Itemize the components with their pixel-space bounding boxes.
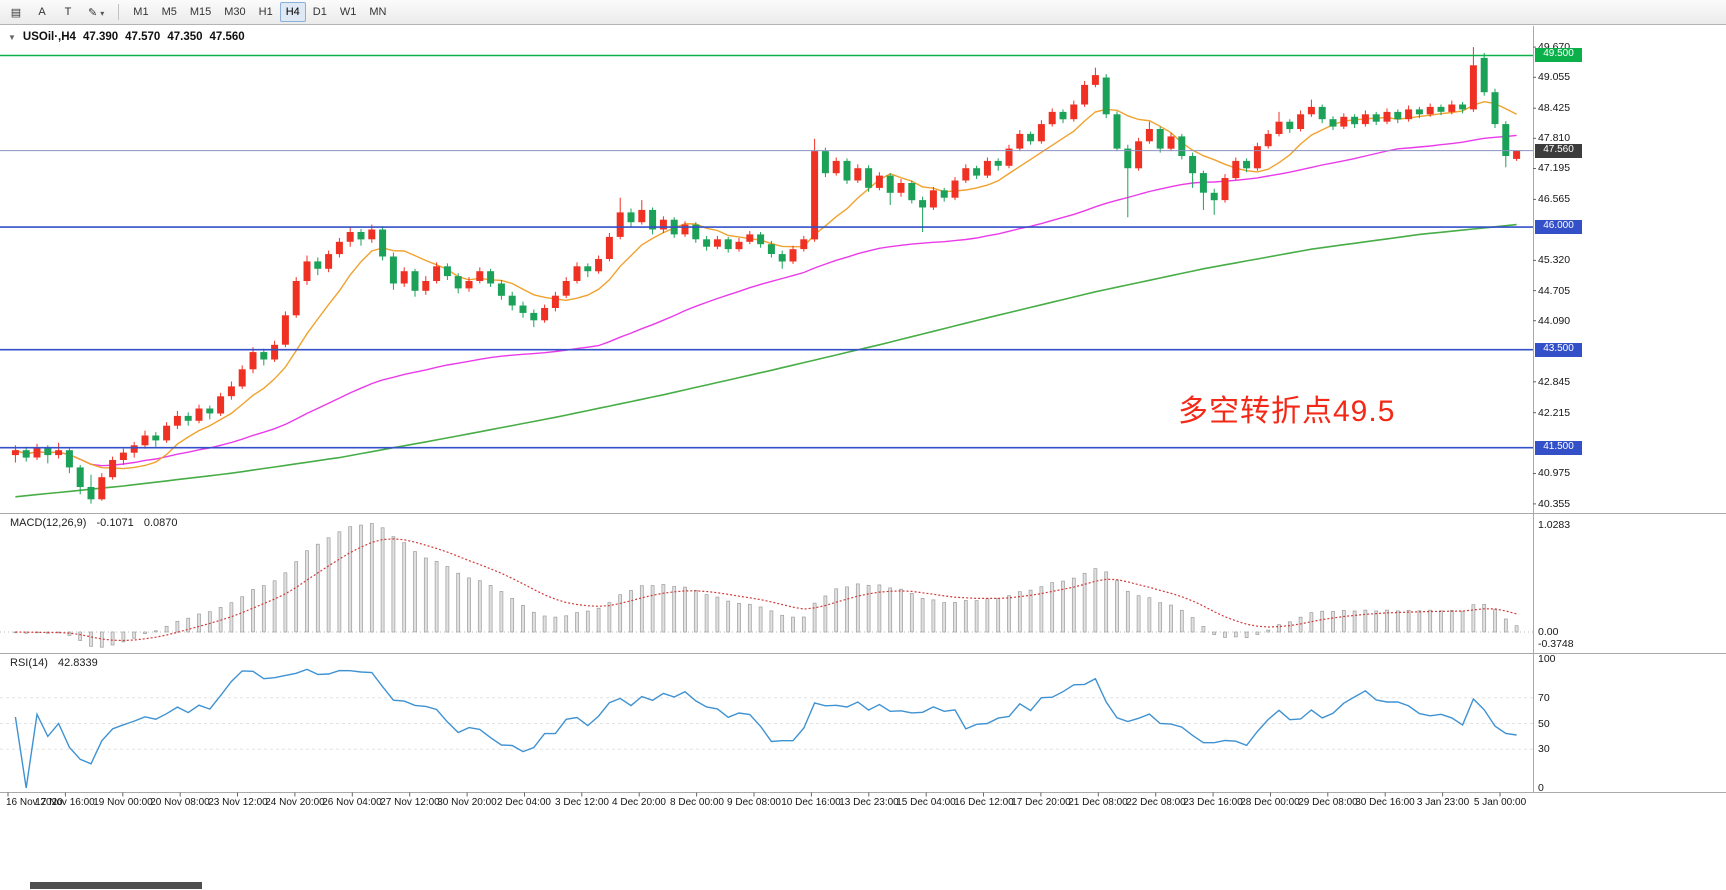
price-axis-tick: 40.355 (1538, 498, 1571, 510)
macd-scale-zero: 0.00 (1538, 626, 1559, 638)
pencil-icon: ✎ (88, 6, 98, 19)
time-axis-label: 15 Dec 04:00 (896, 797, 956, 808)
symbol-timeframe-label: USOil·,H4 (22, 31, 76, 43)
price-axis-tick: 47.195 (1538, 162, 1571, 174)
time-axis-label: 13 Dec 23:00 (839, 797, 899, 808)
time-axis-label: 2 Dec 04:00 (497, 797, 551, 808)
price-axis-tick: 44.090 (1538, 315, 1571, 327)
ohlc-close: 47.560 (209, 31, 245, 43)
rsi-scale-tick: 70 (1538, 692, 1550, 704)
time-axis-label: 17 Dec 20:00 (1011, 797, 1071, 808)
timeframe-button-m1[interactable]: M1 (127, 2, 154, 22)
time-axis-label: 23 Nov 12:00 (208, 797, 268, 808)
draw-tools-button[interactable]: ✎ ▾ (82, 2, 110, 22)
time-axis-label: 23 Dec 16:00 (1183, 797, 1243, 808)
price-axis-badge: 41.500 (1535, 441, 1582, 455)
time-axis-label: 3 Dec 12:00 (555, 797, 609, 808)
ohlc-low: 47.350 (167, 31, 203, 43)
timeframe-button-m30[interactable]: M30 (218, 2, 251, 22)
price-axis-badge: 43.500 (1535, 343, 1582, 357)
time-axis-label: 10 Dec 16:00 (781, 797, 841, 808)
text-annotation-button[interactable]: A (30, 2, 54, 22)
price-axis-tick: 40.975 (1538, 467, 1571, 479)
price-axis-tick: 46.565 (1538, 193, 1571, 205)
price-axis-tick: 48.425 (1538, 102, 1571, 114)
time-axis-label: 30 Dec 16:00 (1355, 797, 1415, 808)
price-axis-badge: 47.560 (1535, 144, 1582, 158)
price-axis-badge: 49.500 (1535, 48, 1582, 62)
macd-scale-min: -0.3748 (1538, 638, 1574, 650)
price-axis-tick: 47.810 (1538, 132, 1571, 144)
time-axis-label: 16 Nov 2020 (6, 797, 63, 808)
timeframe-group: M1 M5 M15 M30 H1 H4 D1 W1 MN (127, 2, 392, 22)
timeframe-button-mn[interactable]: MN (363, 2, 392, 22)
timeframe-button-h1[interactable]: H1 (253, 2, 279, 22)
time-axis-label: 21 Dec 08:00 (1068, 797, 1128, 808)
macd-main-value: -0.1071 (96, 517, 134, 529)
price-axis-badge: 46.000 (1535, 220, 1582, 234)
time-axis-label: 29 Dec 08:00 (1298, 797, 1358, 808)
time-axis-label: 28 Dec 00:00 (1240, 797, 1300, 808)
rsi-value: 42.8339 (57, 657, 98, 669)
timeframe-button-w1[interactable]: W1 (334, 2, 363, 22)
chart-annotation-text: 多空转折点49.5 (1178, 395, 1396, 428)
macd-scale-max: 1.0283 (1538, 519, 1571, 531)
timeframe-button-m15[interactable]: M15 (184, 2, 217, 22)
time-axis-label: 9 Dec 08:00 (727, 797, 781, 808)
time-axis-label: 3 Jan 23:00 (1416, 797, 1470, 808)
rsi-name: RSI(14) (10, 657, 48, 669)
text-label-button[interactable]: T (56, 2, 80, 22)
time-axis-label: 19 Nov 00:00 (93, 797, 153, 808)
timeframe-button-d1[interactable]: D1 (307, 2, 333, 22)
chevron-down-icon: ▾ (100, 8, 105, 18)
time-axis-label: 16 Dec 12:00 (954, 797, 1014, 808)
ohlc-open: 47.390 (82, 31, 119, 43)
price-axis-tick: 42.215 (1538, 407, 1571, 419)
time-axis-label: 27 Nov 12:00 (380, 797, 440, 808)
ohlc-high: 47.570 (125, 31, 161, 43)
chart-list-icon[interactable]: ▤ (4, 2, 28, 22)
macd-signal-value: 0.0870 (143, 517, 178, 529)
rsi-scale-tick: 100 (1538, 653, 1556, 665)
time-axis-label: 5 Jan 00:00 (1473, 797, 1527, 808)
time-axis-label: 8 Dec 00:00 (670, 797, 724, 808)
price-axis-tick: 42.845 (1538, 376, 1571, 388)
horizontal-scrollbar-thumb[interactable] (30, 882, 202, 889)
toolbar-separator (118, 4, 120, 20)
macd-name: MACD(12,26,9) (10, 517, 87, 529)
macd-indicator-label: MACD(12,26,9) -0.1071 0.0870 (10, 517, 185, 529)
rsi-scale-tick: 30 (1538, 743, 1550, 755)
chart-header: ▼ USOil·,H4 47.390 47.570 47.350 47.560 (8, 31, 245, 43)
toolbar: ▤ A T ✎ ▾ M1 M5 M15 M30 H1 H4 D1 W1 MN (0, 0, 1726, 25)
time-axis-label: 26 Nov 04:00 (322, 797, 382, 808)
time-axis-label: 22 Dec 08:00 (1126, 797, 1186, 808)
one-click-trading-arrow[interactable]: ▼ (8, 32, 16, 42)
price-axis-tick: 45.320 (1538, 254, 1571, 266)
rsi-scale-tick: 0 (1538, 782, 1544, 794)
time-axis-label: 17 Nov 16:00 (35, 797, 95, 808)
price-axis-tick: 44.705 (1538, 285, 1571, 297)
time-axis-label: 4 Dec 20:00 (612, 797, 666, 808)
time-axis-label: 20 Nov 08:00 (150, 797, 210, 808)
rsi-indicator-label: RSI(14) 42.8339 (10, 657, 105, 669)
time-axis-label: 24 Nov 20:00 (265, 797, 325, 808)
rsi-scale-tick: 50 (1538, 718, 1550, 730)
price-axis-tick: 49.055 (1538, 71, 1571, 83)
timeframe-button-h4[interactable]: H4 (279, 2, 306, 22)
time-axis-label: 30 Nov 20:00 (437, 797, 497, 808)
timeframe-button-m5[interactable]: M5 (156, 2, 183, 22)
